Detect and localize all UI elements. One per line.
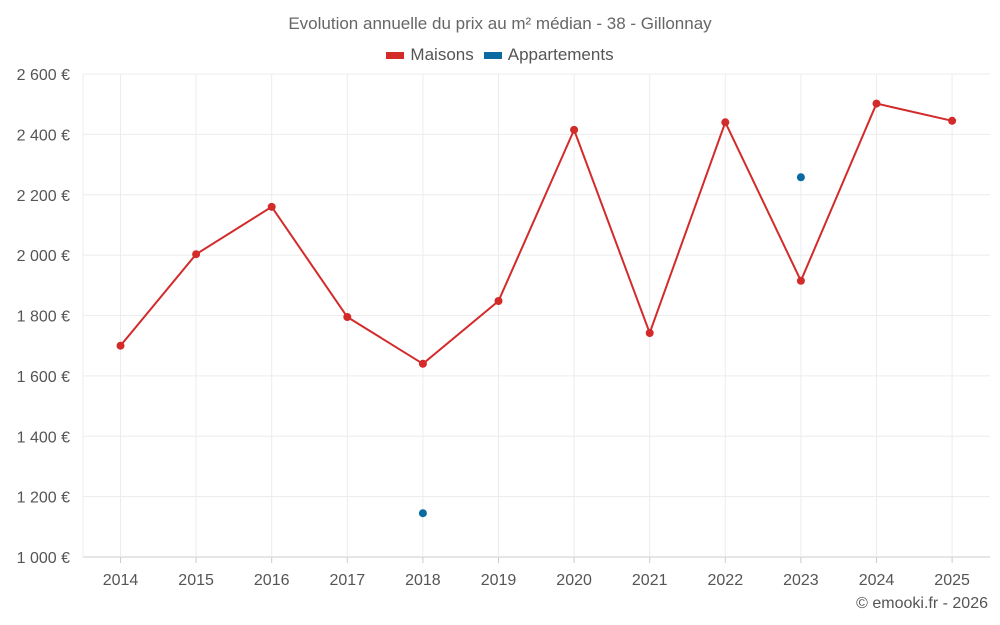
data-point-maisons: [494, 297, 503, 306]
y-tick-label: 1 800 €: [17, 309, 70, 326]
data-point-maisons: [948, 116, 957, 125]
data-point-maisons: [267, 202, 276, 211]
y-tick-label: 2 000 €: [17, 248, 70, 265]
data-point-maisons: [418, 359, 427, 368]
x-tick-label: 2024: [859, 572, 895, 589]
data-point-maisons: [872, 99, 881, 108]
data-point-maisons: [343, 313, 352, 322]
legend: Maisons Appartements: [0, 45, 1000, 65]
legend-item-maisons[interactable]: Maisons: [386, 45, 474, 65]
y-tick-label: 1 000 €: [17, 550, 70, 567]
data-point-maisons: [570, 125, 579, 134]
y-tick-label: 1 200 €: [17, 490, 70, 507]
legend-item-appartements[interactable]: Appartements: [483, 45, 614, 65]
x-tick-label: 2017: [330, 572, 366, 589]
x-tick-label: 2022: [708, 572, 744, 589]
y-tick-label: 1 400 €: [17, 429, 70, 446]
credit-text: © emooki.fr - 2026: [856, 595, 988, 612]
x-tick-label: 2014: [103, 572, 139, 589]
y-tick-label: 2 600 €: [17, 67, 70, 84]
data-point-appartements: [796, 173, 805, 182]
data-point-maisons: [192, 250, 201, 259]
x-tick-label: 2016: [254, 572, 290, 589]
legend-swatch-maisons: [386, 51, 405, 59]
x-tick-label: 2018: [405, 572, 441, 589]
series-line-maisons: [119, 102, 953, 366]
x-tick-label: 2019: [481, 572, 517, 589]
x-tick-label: 2025: [934, 572, 970, 589]
data-point-appartements: [418, 509, 427, 518]
y-tick-label: 2 400 €: [17, 127, 70, 144]
y-tick-label: 1 600 €: [17, 369, 70, 386]
y-tick-label: 2 200 €: [17, 188, 70, 205]
x-tick-label: 2020: [556, 572, 592, 589]
data-point-maisons: [721, 118, 730, 127]
x-tick-label: 2021: [632, 572, 668, 589]
data-point-maisons: [116, 341, 125, 350]
x-tick-label: 2023: [783, 572, 819, 589]
legend-label-appartements: Appartements: [507, 45, 614, 64]
data-point-maisons: [645, 329, 654, 338]
chart-title: Evolution annuelle du prix au m² médian …: [288, 14, 712, 33]
legend-label-maisons: Maisons: [410, 45, 474, 64]
legend-swatch-appartements: [483, 51, 502, 59]
data-point-maisons: [796, 276, 805, 285]
x-tick-label: 2015: [178, 572, 214, 589]
